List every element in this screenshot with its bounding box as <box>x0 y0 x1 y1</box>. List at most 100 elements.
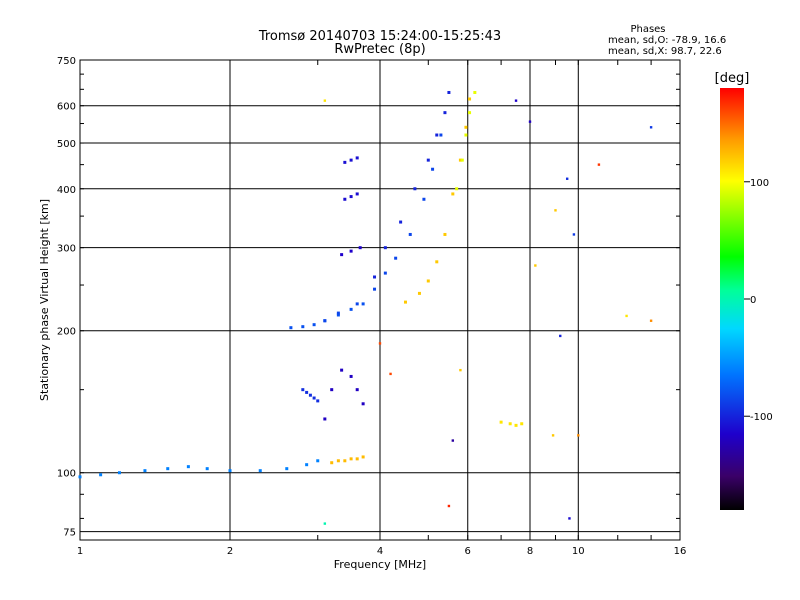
scattered-point <box>534 264 537 267</box>
data-point <box>514 423 518 427</box>
data-point <box>443 232 447 236</box>
data-point <box>468 97 472 101</box>
grid-lines <box>80 60 680 540</box>
x-tick-label: 8 <box>527 546 533 557</box>
data-point <box>323 417 327 421</box>
data-point <box>455 187 459 191</box>
data-point <box>336 311 340 315</box>
data-point <box>205 467 209 471</box>
data-point <box>336 313 340 317</box>
data-point <box>99 473 103 477</box>
y-tick-label: 300 <box>57 244 76 255</box>
phases-x-stats: mean, sd,X: 98.7, 22.6 <box>608 46 722 57</box>
data-point <box>355 156 359 160</box>
data-point <box>117 471 121 475</box>
scattered-point <box>528 120 532 123</box>
data-point <box>340 368 344 372</box>
chart-subtitle: RwPretec (8p) <box>334 42 425 57</box>
data-point <box>349 158 353 162</box>
data-point <box>349 374 353 378</box>
data-point <box>399 220 403 224</box>
data-point <box>355 192 359 196</box>
data-point <box>439 133 443 137</box>
data-point <box>443 111 447 115</box>
data-point <box>143 469 147 473</box>
x-axis-label: Frequency [MHz] <box>334 558 426 571</box>
data-point <box>336 459 340 463</box>
data-point <box>435 133 439 137</box>
x-tick-label: 2 <box>227 546 233 557</box>
data-point <box>499 420 503 424</box>
data-point <box>340 253 344 257</box>
y-tick-label: 100 <box>57 469 76 480</box>
scattered-point <box>551 434 555 437</box>
scattered-point <box>378 342 382 345</box>
scattered-point <box>577 434 580 437</box>
y-tick-label: 600 <box>57 102 76 113</box>
scattered-point <box>568 517 571 520</box>
y-tick-label: 75 <box>63 528 76 539</box>
scattered-point <box>597 163 601 166</box>
data-point <box>464 133 468 137</box>
data-point <box>458 158 462 162</box>
scattered-point <box>625 314 628 318</box>
scattered-point <box>389 372 392 376</box>
scattered-point <box>459 368 462 372</box>
data-point <box>361 455 365 459</box>
data-point <box>343 197 347 201</box>
data-point <box>355 302 359 306</box>
scattered-point <box>447 504 451 508</box>
data-point <box>358 246 362 250</box>
data-point <box>373 275 377 279</box>
scattered-point <box>323 99 327 102</box>
data-point <box>403 300 407 304</box>
data-point <box>355 457 359 461</box>
data-point <box>508 422 512 426</box>
colorbar-ticks: 100 0 -100 <box>744 178 773 423</box>
scattered-point <box>451 439 455 442</box>
data-point <box>330 388 334 392</box>
data-point <box>166 467 170 471</box>
data-point <box>305 463 309 467</box>
data-point <box>431 167 435 171</box>
axis-ticks: 1 2 4 6 8 10 16 75 100 200 300 400 500 600 750 <box>57 56 686 557</box>
data-point <box>408 232 412 236</box>
y-tick-label: 750 <box>57 56 76 67</box>
x-tick-label: 6 <box>465 546 471 557</box>
data-point <box>355 388 359 392</box>
scattered-point <box>572 233 576 236</box>
x-tick-label: 4 <box>377 546 383 557</box>
data-point <box>258 469 262 473</box>
data-point <box>464 125 468 129</box>
data-point <box>460 158 464 162</box>
data-point <box>349 195 353 199</box>
data-point <box>316 399 320 403</box>
data-point <box>447 90 451 94</box>
data-point <box>417 291 421 295</box>
data-point <box>361 302 365 306</box>
x-tick-label: 1 <box>77 546 83 557</box>
data-point <box>330 461 334 465</box>
data-point <box>289 326 293 330</box>
scattered-point <box>649 126 653 129</box>
chart-title: Tromsø 20140703 15:24:00-15:25:43 <box>258 29 501 44</box>
data-point <box>228 469 232 473</box>
data-point <box>413 187 417 191</box>
colorbar-label: [deg] <box>715 71 750 86</box>
data-point <box>349 249 353 253</box>
data-point <box>383 271 387 275</box>
data-point <box>435 260 439 264</box>
colorbar-tick-label: 100 <box>750 178 769 189</box>
scattered-point <box>649 319 653 322</box>
data-point <box>394 256 398 260</box>
y-tick-label: 500 <box>57 139 76 150</box>
data-point <box>349 457 353 461</box>
data-point <box>285 467 289 471</box>
data-point <box>426 158 430 162</box>
data-point <box>468 111 472 115</box>
data-point <box>308 393 312 397</box>
x-tick-label: 10 <box>572 546 585 557</box>
y-axis-label: Stationary phase Virtual Height [km] <box>38 199 51 401</box>
data-point <box>316 459 320 463</box>
